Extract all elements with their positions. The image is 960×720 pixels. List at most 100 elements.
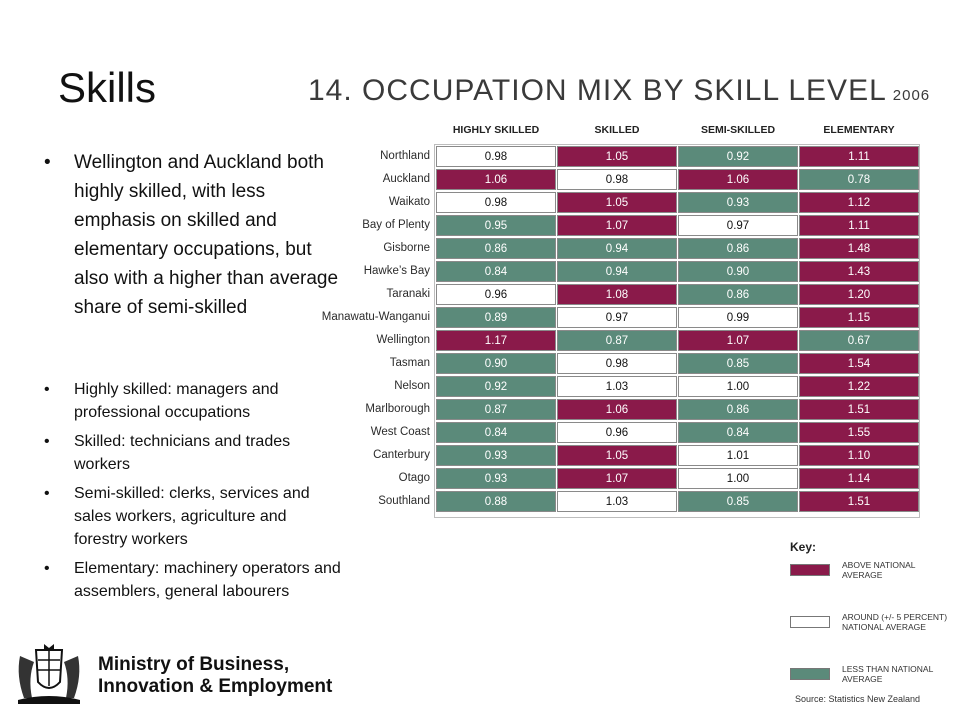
table-cell-otago-elementary: 1.14 bbox=[799, 468, 919, 489]
table-cell-manawatu-wanganui-skilled: 0.97 bbox=[557, 307, 677, 328]
row-label-manawatu-wanganui: Manawatu-Wanganui bbox=[300, 306, 430, 329]
row-label-nelson: Nelson bbox=[300, 375, 430, 398]
slide-title: Skills bbox=[58, 64, 156, 112]
definition-bullet-list: Highly skilled: managers and professiona… bbox=[42, 378, 342, 609]
row-label-otago: Otago bbox=[300, 467, 430, 490]
column-header-semi-skilled: SEMI-SKILLED bbox=[677, 124, 799, 136]
row-label-hawke-s-bay: Hawke’s Bay bbox=[300, 260, 430, 283]
definition-bullet-elementary: Elementary: machinery operators and asse… bbox=[42, 557, 342, 603]
table-cell-bay-of-plenty-elementary: 1.11 bbox=[799, 215, 919, 236]
table-cell-nelson-semi-skilled: 1.00 bbox=[678, 376, 798, 397]
table-cell-southland-elementary: 1.51 bbox=[799, 491, 919, 512]
row-label-taranaki: Taranaki bbox=[300, 283, 430, 306]
column-header-highly-skilled: HIGHLY SKILLED bbox=[435, 124, 557, 136]
table-cell-marlborough-elementary: 1.51 bbox=[799, 399, 919, 420]
table-cell-auckland-elementary: 0.78 bbox=[799, 169, 919, 190]
key-item-less: LESS THAN NATIONAL AVERAGE bbox=[790, 664, 950, 716]
table-cell-west-coast-elementary: 1.55 bbox=[799, 422, 919, 443]
row-label-wellington: Wellington bbox=[300, 329, 430, 352]
definition-bullet-semi-skilled: Semi-skilled: clerks, services and sales… bbox=[42, 482, 342, 551]
table-cell-taranaki-elementary: 1.20 bbox=[799, 284, 919, 305]
table-cell-canterbury-semi-skilled: 1.01 bbox=[678, 445, 798, 466]
table-cell-canterbury-skilled: 1.05 bbox=[557, 445, 677, 466]
table-cell-tasman-highly-skilled: 0.90 bbox=[436, 353, 556, 374]
table-cell-manawatu-wanganui-highly-skilled: 0.89 bbox=[436, 307, 556, 328]
row-label-west-coast: West Coast bbox=[300, 421, 430, 444]
table-cell-marlborough-skilled: 1.06 bbox=[557, 399, 677, 420]
table-cell-marlborough-semi-skilled: 0.86 bbox=[678, 399, 798, 420]
table-cell-bay-of-plenty-skilled: 1.07 bbox=[557, 215, 677, 236]
key-item-above: ABOVE NATIONAL AVERAGE bbox=[790, 560, 950, 612]
main-bullet-list: Wellington and Auckland both highly skil… bbox=[42, 148, 342, 322]
key-label-around: AROUND (+/- 5 PERCENT) NATIONAL AVERAGE bbox=[842, 612, 950, 632]
table-cell-nelson-skilled: 1.03 bbox=[557, 376, 677, 397]
table-cell-west-coast-highly-skilled: 0.84 bbox=[436, 422, 556, 443]
table-cell-southland-highly-skilled: 0.88 bbox=[436, 491, 556, 512]
table-cell-canterbury-highly-skilled: 0.93 bbox=[436, 445, 556, 466]
chart-source: Source: Statistics New Zealand bbox=[795, 694, 920, 704]
key-title: Key: bbox=[790, 540, 950, 554]
table-cell-northland-highly-skilled: 0.98 bbox=[436, 146, 556, 167]
chart-year: 2006 bbox=[893, 87, 930, 104]
table-cell-taranaki-skilled: 1.08 bbox=[557, 284, 677, 305]
table-cell-waikato-skilled: 1.05 bbox=[557, 192, 677, 213]
table-cell-taranaki-semi-skilled: 0.86 bbox=[678, 284, 798, 305]
table-cell-canterbury-elementary: 1.10 bbox=[799, 445, 919, 466]
key-label-less: LESS THAN NATIONAL AVERAGE bbox=[842, 664, 950, 684]
definition-bullet-skilled: Skilled: technicians and trades workers bbox=[42, 430, 342, 476]
column-header-elementary: ELEMENTARY bbox=[798, 124, 920, 136]
table-cell-otago-skilled: 1.07 bbox=[557, 468, 677, 489]
row-label-auckland: Auckland bbox=[300, 168, 430, 191]
table-cell-manawatu-wanganui-elementary: 1.15 bbox=[799, 307, 919, 328]
definition-bullet-highly-skilled: Highly skilled: managers and professiona… bbox=[42, 378, 342, 424]
table-cell-waikato-highly-skilled: 0.98 bbox=[436, 192, 556, 213]
row-label-waikato: Waikato bbox=[300, 191, 430, 214]
table-cell-auckland-semi-skilled: 1.06 bbox=[678, 169, 798, 190]
logo-text-line2: Innovation & Employment bbox=[98, 676, 332, 698]
table-cell-auckland-skilled: 0.98 bbox=[557, 169, 677, 190]
coat-of-arms-icon bbox=[14, 642, 84, 706]
row-label-gisborne: Gisborne bbox=[300, 237, 430, 260]
table-cell-waikato-semi-skilled: 0.93 bbox=[678, 192, 798, 213]
main-bullet: Wellington and Auckland both highly skil… bbox=[42, 148, 342, 322]
table-cell-tasman-skilled: 0.98 bbox=[557, 353, 677, 374]
table-cell-gisborne-highly-skilled: 0.86 bbox=[436, 238, 556, 259]
key-label-above: ABOVE NATIONAL AVERAGE bbox=[842, 560, 950, 580]
chart-title-text: 14. OCCUPATION MIX BY SKILL LEVEL bbox=[308, 74, 887, 107]
row-label-canterbury: Canterbury bbox=[300, 444, 430, 467]
table-cell-nelson-highly-skilled: 0.92 bbox=[436, 376, 556, 397]
table-cell-northland-elementary: 1.11 bbox=[799, 146, 919, 167]
table-cell-taranaki-highly-skilled: 0.96 bbox=[436, 284, 556, 305]
table-cell-bay-of-plenty-highly-skilled: 0.95 bbox=[436, 215, 556, 236]
key-swatch-above bbox=[790, 564, 830, 576]
row-label-southland: Southland bbox=[300, 490, 430, 513]
table-cell-wellington-highly-skilled: 1.17 bbox=[436, 330, 556, 351]
table-cell-gisborne-elementary: 1.48 bbox=[799, 238, 919, 259]
table-cell-manawatu-wanganui-semi-skilled: 0.99 bbox=[678, 307, 798, 328]
table-cell-west-coast-semi-skilled: 0.84 bbox=[678, 422, 798, 443]
table-cell-hawke-s-bay-semi-skilled: 0.90 bbox=[678, 261, 798, 282]
table-cell-wellington-elementary: 0.67 bbox=[799, 330, 919, 351]
table-cell-bay-of-plenty-semi-skilled: 0.97 bbox=[678, 215, 798, 236]
row-label-marlborough: Marlborough bbox=[300, 398, 430, 421]
table-cell-auckland-highly-skilled: 1.06 bbox=[436, 169, 556, 190]
table-cell-hawke-s-bay-highly-skilled: 0.84 bbox=[436, 261, 556, 282]
table-cell-gisborne-skilled: 0.94 bbox=[557, 238, 677, 259]
table-cell-northland-skilled: 1.05 bbox=[557, 146, 677, 167]
table-cell-hawke-s-bay-elementary: 1.43 bbox=[799, 261, 919, 282]
table-cell-northland-semi-skilled: 0.92 bbox=[678, 146, 798, 167]
logo-text-line1: Ministry of Business, bbox=[98, 654, 332, 676]
chart-title: 14. OCCUPATION MIX BY SKILL LEVEL 2006 bbox=[308, 74, 930, 108]
table-cell-hawke-s-bay-skilled: 0.94 bbox=[557, 261, 677, 282]
table-cell-marlborough-highly-skilled: 0.87 bbox=[436, 399, 556, 420]
table-cell-gisborne-semi-skilled: 0.86 bbox=[678, 238, 798, 259]
table-cell-wellington-semi-skilled: 1.07 bbox=[678, 330, 798, 351]
table-cell-nelson-elementary: 1.22 bbox=[799, 376, 919, 397]
key-swatch-less bbox=[790, 668, 830, 680]
table-cell-tasman-elementary: 1.54 bbox=[799, 353, 919, 374]
table-cell-wellington-skilled: 0.87 bbox=[557, 330, 677, 351]
row-label-bay-of-plenty: Bay of Plenty bbox=[300, 214, 430, 237]
row-label-tasman: Tasman bbox=[300, 352, 430, 375]
key-swatch-around bbox=[790, 616, 830, 628]
table-cell-southland-semi-skilled: 0.85 bbox=[678, 491, 798, 512]
